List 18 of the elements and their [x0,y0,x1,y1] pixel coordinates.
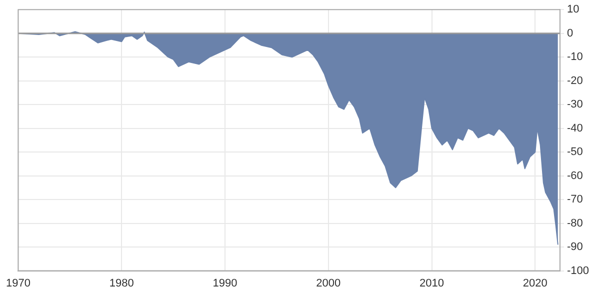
y-tick-label: -80 [566,217,583,230]
x-tick-label: 2010 [420,277,444,290]
y-tick-label: -90 [566,241,583,254]
y-tick-label: -50 [566,146,583,158]
x-tick-label: 1980 [109,277,134,290]
y-tick-label: 0 [566,27,574,40]
y-tick-label: -40 [566,122,583,134]
y-tick-label: -20 [566,74,583,87]
x-tick-label: 2020 [522,277,548,290]
y-tick-label: -70 [566,194,583,206]
x-tick-label: 1990 [212,277,238,290]
y-tick-label: -30 [566,98,583,111]
y-tick-label: -100 [566,264,590,277]
y-tick-label: -10 [566,51,583,64]
x-tick-label: 2000 [316,277,341,290]
y-tick-label: 10 [566,4,580,16]
y-tick-label: -60 [566,170,583,182]
x-tick-label: 1970 [6,277,30,290]
